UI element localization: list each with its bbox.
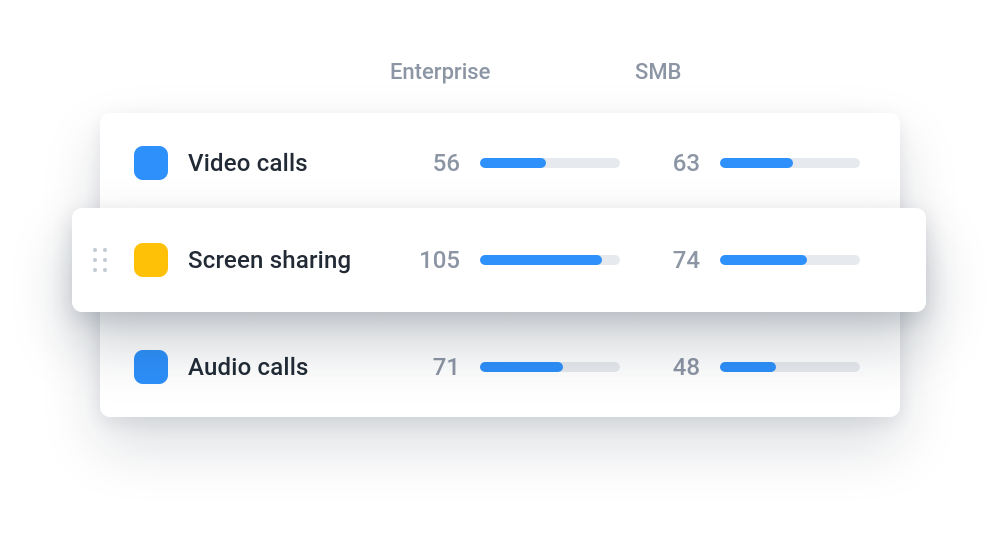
enterprise-bar-fill [480,362,563,372]
smb-bar-fill [720,158,793,168]
feature-label: Audio calls [188,353,309,381]
smb-bar-fill [720,362,776,372]
enterprise-bar-track [480,255,620,265]
column-header-smb: SMB [635,60,681,85]
column-header-enterprise: Enterprise [390,60,490,85]
feature-label: Video calls [188,149,308,177]
feature-color-icon [134,350,168,384]
smb-bar-track [720,362,860,372]
table-row-dragging[interactable]: Screen sharing 105 74 [72,208,926,312]
feature-color-icon [134,146,168,180]
table-row[interactable]: Audio calls 71 48 [100,317,900,417]
smb-bar-fill [720,255,807,265]
enterprise-bar-track [480,362,620,372]
table-row[interactable]: Video calls 56 63 [100,113,900,213]
smb-bar-track [720,255,860,265]
enterprise-value: 71 [400,353,460,381]
enterprise-bar-fill [480,255,602,265]
smb-value: 48 [640,353,700,381]
feature-color-icon [134,243,168,277]
smb-bar-track [720,158,860,168]
enterprise-bar-fill [480,158,546,168]
drag-handle-icon[interactable] [90,245,110,275]
column-headers: Enterprise SMB [100,60,900,100]
feature-label: Screen sharing [188,246,351,274]
enterprise-value: 105 [400,246,460,274]
enterprise-bar-track [480,158,620,168]
smb-value: 63 [640,149,700,177]
smb-value: 74 [640,246,700,274]
enterprise-value: 56 [400,149,460,177]
